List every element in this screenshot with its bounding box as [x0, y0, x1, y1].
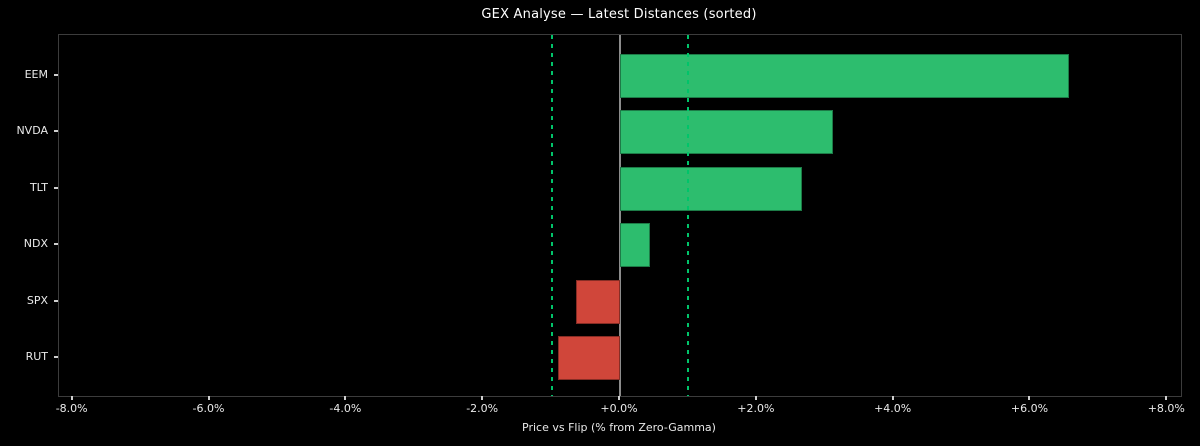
reference-line-plus-1-percent	[687, 35, 690, 396]
bar-tlt	[620, 166, 802, 211]
bar-spx	[575, 279, 620, 324]
y-tick-mark-tlt	[54, 186, 58, 189]
bar-rut	[558, 336, 620, 380]
y-tick-mark-nvda	[54, 130, 58, 133]
x-tick-mark--4.0%	[344, 396, 347, 400]
x-tick-label-+0.0%: +0.0%	[600, 402, 638, 415]
x-axis-label: Price vs Flip (% from Zero-Gamma)	[522, 421, 716, 434]
x-tick-mark-+0.0%	[618, 396, 620, 400]
y-tick-mark-spx	[54, 299, 58, 302]
bar-ndx	[620, 223, 651, 268]
y-tick-mark-eem	[54, 74, 58, 76]
y-tick-label-tlt: TLT	[29, 180, 48, 194]
x-tick-mark-+6.0%	[1028, 396, 1031, 400]
x-tick-mark-+8.0%	[1165, 396, 1168, 400]
x-tick-label--8.0%: -8.0%	[55, 402, 88, 415]
zero-line-zero-gamma-flip	[619, 35, 621, 396]
x-tick-label-+4.0%: +4.0%	[874, 402, 912, 415]
y-tick-label-ndx: NDX	[23, 237, 48, 251]
x-tick-label-+6.0%: +6.0%	[1010, 402, 1049, 415]
bar-nvda	[620, 110, 834, 155]
chart-title: GEX Analyse — Latest Distances (sorted)	[481, 7, 757, 22]
y-tick-mark-rut	[54, 356, 58, 358]
x-tick-label-+8.0%: +8.0%	[1147, 402, 1185, 415]
y-tick-label-rut: RUT	[25, 350, 48, 363]
x-tick-mark--2.0%	[481, 396, 484, 400]
x-tick-label--6.0%: -6.0%	[192, 402, 225, 415]
y-tick-mark-ndx	[54, 243, 58, 246]
reference-line-minus-1-percent	[550, 35, 553, 396]
y-tick-label-spx: SPX	[26, 293, 48, 307]
plot-area	[58, 34, 1182, 397]
y-tick-label-eem: EEM	[24, 68, 48, 81]
bar-eem	[620, 54, 1070, 98]
y-tick-label-nvda: NVDA	[16, 124, 48, 138]
x-tick-label--2.0%: -2.0%	[466, 402, 499, 415]
x-tick-mark-+4.0%	[891, 396, 894, 400]
x-tick-mark-+2.0%	[754, 396, 757, 400]
x-tick-label-+2.0%: +2.0%	[737, 402, 775, 415]
x-tick-mark--6.0%	[207, 396, 210, 400]
x-tick-mark--8.0%	[70, 396, 73, 400]
x-tick-label--4.0%: -4.0%	[329, 402, 362, 415]
